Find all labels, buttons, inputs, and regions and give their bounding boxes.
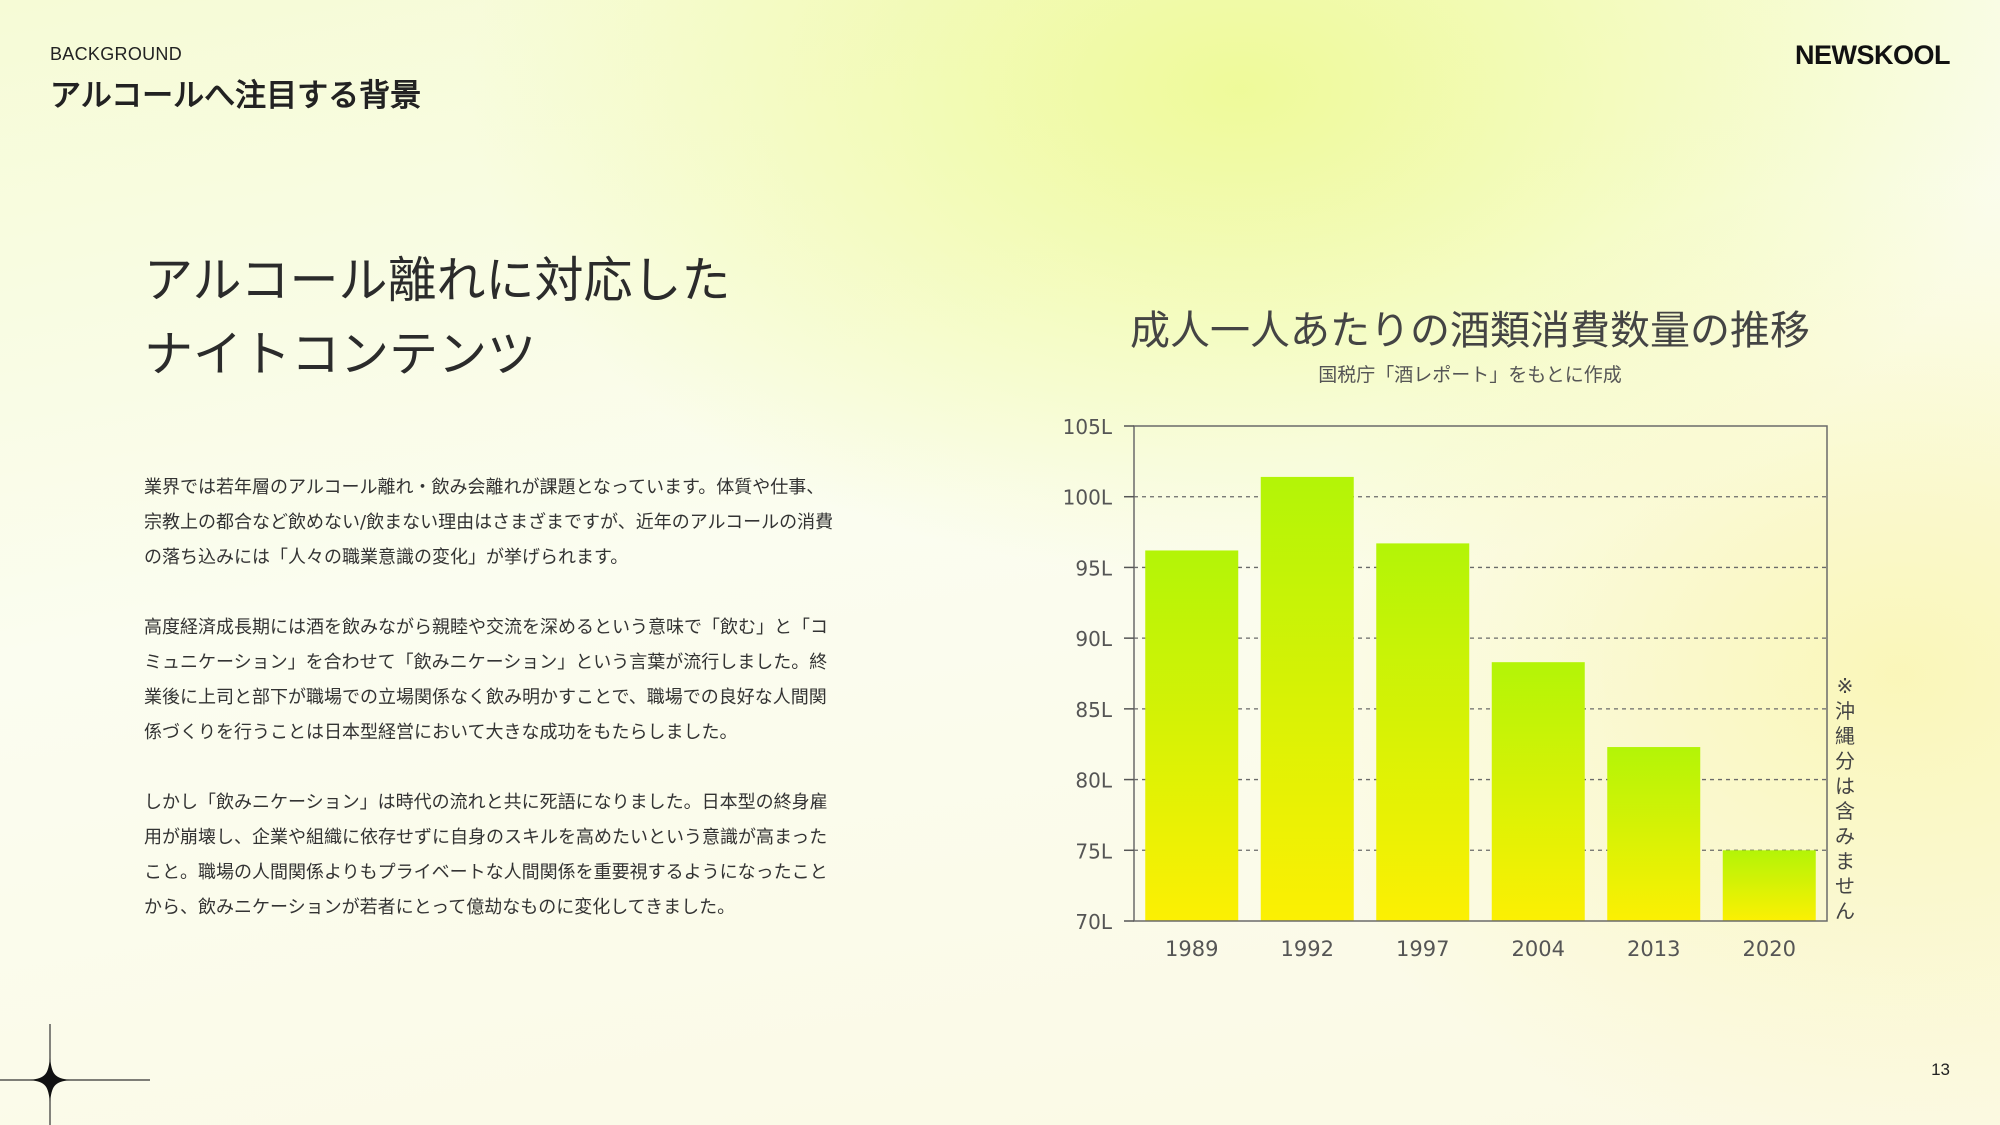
body-line: しかし「飲みニケーション」は時代の流れと共に死語になりました。日本型の終身雇 xyxy=(144,792,828,813)
section-label: BACKGROUND xyxy=(50,44,183,64)
y-tick-label: 80L xyxy=(1075,769,1112,793)
footnote-char: 沖 xyxy=(1835,699,1855,723)
bar-2013 xyxy=(1607,747,1701,921)
body-line: 業後に上司と部下が職場での立場関係なく飲み明かすことで、職場での良好な人間関 xyxy=(144,687,827,708)
chart-footnote: ※ 沖縄分は含みません xyxy=(1832,674,1858,924)
brand-logo: NEWSKOOL xyxy=(1795,40,1951,70)
plot-frame xyxy=(1133,425,1828,922)
y-tick-label: 85L xyxy=(1075,698,1112,722)
body-line: 用が崩壊し、企業や組織に依存せずに自身のスキルを高めたいという意識が高まった xyxy=(144,827,828,848)
footnote-char: は xyxy=(1835,774,1855,798)
footnote-char: ※ xyxy=(1836,674,1854,698)
body-line: ミュニケーション」を合わせて「飲みニケーション」という言葉が流行しました。終 xyxy=(144,652,828,673)
body-line: 宗教上の都合など飲めない/飲まない理由はさまざまですが、近年のアルコールの消費 xyxy=(144,512,834,533)
body-line: 業界では若年層のアルコール離れ・飲み会離れが課題となっています。体質や仕事、 xyxy=(144,477,825,498)
y-tick-label: 90L xyxy=(1075,627,1112,651)
x-tick-label: 2020 xyxy=(1743,937,1796,961)
body-line: 係づくりを行うことは日本型経営において大きな成功をもたらしました。 xyxy=(144,722,738,743)
section-title: アルコールへ注目する背景 xyxy=(50,78,422,114)
y-tick-label: 95L xyxy=(1075,556,1112,580)
footnote-char: 分 xyxy=(1835,749,1855,773)
chart-bars xyxy=(1145,476,1816,921)
y-tick-label: 100L xyxy=(1063,486,1113,510)
footnote-char: み xyxy=(1835,824,1855,848)
sparkle-icon xyxy=(0,1024,150,1125)
body-paragraph-2: 高度経済成長期には酒を飲みながら親睦や交流を深めるという意味で「飲む」と「コ ミ… xyxy=(144,610,924,750)
body-line: から、飲みニケーションが若者にとって億劫なものに変化してきました。 xyxy=(144,897,736,918)
y-tick-label: 70L xyxy=(1075,910,1112,934)
bar-2004 xyxy=(1491,662,1585,921)
chart-frame xyxy=(1133,425,1828,922)
bar-1992 xyxy=(1260,476,1354,921)
y-axis: 70L 75L 80L 85L 90L 95L 100L 105L xyxy=(1063,415,1134,934)
body-paragraph-1: 業界では若年層のアルコール離れ・飲み会離れが課題となっています。体質や仕事、 宗… xyxy=(144,470,924,575)
x-axis: 1989 1992 1997 2004 2013 2020 xyxy=(1165,937,1796,961)
body-text: 業界では若年層のアルコール離れ・飲み会離れが課題となっています。体質や仕事、 宗… xyxy=(144,470,924,960)
headline-line-2: ナイトコンテンツ xyxy=(144,326,537,383)
bar-1989 xyxy=(1145,550,1239,921)
footnote-char: ん xyxy=(1835,899,1855,923)
footnote-char: ま xyxy=(1835,849,1855,873)
bar-2020 xyxy=(1722,850,1816,921)
x-tick-label: 2004 xyxy=(1512,937,1565,961)
body-line: 高度経済成長期には酒を飲みながら親睦や交流を深めるという意味で「飲む」と「コ xyxy=(144,617,828,638)
footnote-char: 縄 xyxy=(1835,724,1855,748)
chart-subtitle: 国税庁「酒レポート」をもとに作成 xyxy=(1318,364,1622,386)
footnote-char: 含 xyxy=(1835,799,1855,823)
page-number: 13 xyxy=(1931,1060,1950,1079)
body-line: こと。職場の人間関係よりもプライベートな人間関係を重要視するようになったこと xyxy=(144,862,828,883)
x-tick-label: 2013 xyxy=(1627,937,1680,961)
chart-grid xyxy=(1134,496,1827,851)
x-tick-label: 1997 xyxy=(1396,937,1449,961)
y-tick-label: 75L xyxy=(1075,839,1112,863)
body-paragraph-3: しかし「飲みニケーション」は時代の流れと共に死語になりました。日本型の終身雇 用… xyxy=(144,785,924,925)
chart-title: 成人一人あたりの酒類消費数量の推移 xyxy=(1130,308,1810,354)
x-tick-label: 1989 xyxy=(1165,937,1218,961)
bar-1997 xyxy=(1376,543,1470,921)
x-tick-label: 1992 xyxy=(1281,937,1334,961)
headline-line-1: アルコール離れに対応した xyxy=(144,252,731,309)
headline: アルコール離れに対応した ナイトコンテンツ xyxy=(144,244,731,392)
body-line: の落ち込みには「人々の職業意識の変化」が挙げられます。 xyxy=(144,547,629,568)
y-tick-label: 105L xyxy=(1063,415,1113,439)
footnote-char: せ xyxy=(1835,874,1855,898)
